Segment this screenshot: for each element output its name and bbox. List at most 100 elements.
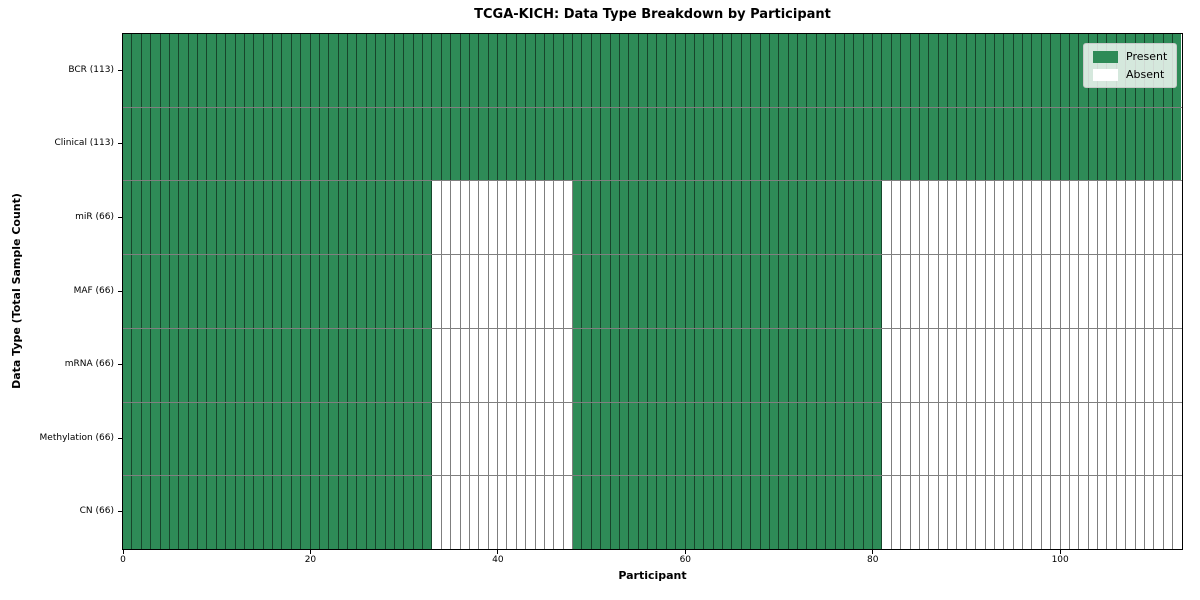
- heatmap-cell-present: [816, 34, 827, 107]
- heatmap-cell-present: [319, 107, 330, 181]
- heatmap-cell-absent: [985, 255, 995, 328]
- heatmap-cell-absent: [901, 328, 911, 402]
- heatmap-cell-absent: [469, 181, 480, 255]
- heatmap-cell-present: [582, 181, 592, 255]
- heatmap-cell-absent: [1051, 255, 1061, 328]
- y-tick-label: mRNA (66): [64, 359, 114, 370]
- heatmap-cell-present: [751, 34, 761, 107]
- heatmap-cell-present: [882, 107, 892, 181]
- heatmap-cell-absent: [507, 328, 517, 402]
- heatmap-cell-present: [160, 328, 170, 402]
- heatmap-cell-present: [826, 476, 836, 550]
- heatmap-cell-present: [226, 402, 236, 476]
- heatmap-cell-present: [741, 476, 752, 550]
- heatmap-cell-present: [760, 181, 770, 255]
- heatmap-cell-absent: [544, 181, 555, 255]
- heatmap-cell-present: [685, 34, 695, 107]
- heatmap-cell-present: [169, 34, 180, 107]
- heatmap-cell-absent: [1107, 402, 1117, 476]
- heatmap-cell-present: [985, 34, 995, 107]
- heatmap-cell-present: [413, 255, 423, 328]
- heatmap-cell-present: [769, 328, 780, 402]
- heatmap-cell-absent: [1107, 181, 1117, 255]
- heatmap-cell-present: [226, 107, 236, 181]
- heatmap-cell-present: [873, 107, 883, 181]
- heatmap-cell-present: [432, 107, 442, 181]
- heatmap-cell-present: [554, 107, 564, 181]
- heatmap-cell-present: [807, 402, 817, 476]
- heatmap-cell-absent: [516, 402, 527, 476]
- heatmap-cell-present: [188, 476, 198, 550]
- heatmap-cell-present: [132, 34, 142, 107]
- heatmap-cell-present: [188, 107, 198, 181]
- heatmap-cell-absent: [498, 255, 508, 328]
- heatmap-cell-absent: [469, 255, 480, 328]
- heatmap-cell-present: [291, 402, 302, 476]
- x-tick-label: 100: [1051, 555, 1069, 565]
- x-tick-label: 0: [120, 555, 126, 565]
- heatmap-cell-present: [666, 34, 677, 107]
- heatmap-cell-present: [573, 255, 583, 328]
- heatmap-cell-present: [573, 402, 583, 476]
- heatmap-cell-present: [760, 476, 770, 550]
- heatmap-cell-absent: [526, 181, 536, 255]
- heatmap-cell-present: [844, 402, 855, 476]
- heatmap-cell-present: [863, 107, 873, 181]
- y-tick-label: BCR (113): [68, 64, 114, 75]
- legend-item: Present: [1093, 50, 1167, 63]
- heatmap-cell-present: [676, 34, 686, 107]
- heatmap-cell-present: [619, 328, 630, 402]
- heatmap-cell-absent: [957, 255, 967, 328]
- y-tick-mark: [118, 69, 122, 71]
- heatmap-cell-present: [835, 34, 845, 107]
- heatmap-cell-present: [1023, 107, 1033, 181]
- heatmap-cell-present: [1069, 34, 1080, 107]
- heatmap-cell-present: [423, 107, 433, 181]
- heatmap-cell-present: [891, 34, 902, 107]
- heatmap-cell-absent: [1088, 181, 1098, 255]
- heatmap-cell-absent: [957, 328, 967, 402]
- heatmap-cell-absent: [554, 476, 564, 550]
- heatmap-cell-present: [591, 402, 602, 476]
- heatmap-cell-absent: [1041, 255, 1052, 328]
- heatmap-cell-absent: [929, 181, 939, 255]
- heatmap-cell-present: [413, 181, 423, 255]
- heatmap-cell-present: [244, 107, 255, 181]
- heatmap-cell-present: [573, 181, 583, 255]
- heatmap-cell-present: [835, 402, 845, 476]
- y-tick-label: Clinical (113): [54, 138, 114, 149]
- heatmap-cell-present: [160, 476, 170, 550]
- heatmap-cell-absent: [1088, 402, 1098, 476]
- heatmap-cell-present: [629, 255, 639, 328]
- heatmap-cell-present: [479, 107, 489, 181]
- y-tick-label: miR (66): [75, 211, 114, 222]
- heatmap-cell-present: [526, 107, 536, 181]
- heatmap-cell-absent: [1135, 476, 1145, 550]
- heatmap-cell-absent: [985, 328, 995, 402]
- heatmap-cell-present: [273, 255, 283, 328]
- heatmap-cell-absent: [976, 181, 986, 255]
- heatmap-cell-absent: [938, 255, 948, 328]
- heatmap-cell-absent: [1013, 328, 1023, 402]
- heatmap-cell-absent: [1023, 255, 1033, 328]
- heatmap-cell-present: [132, 181, 142, 255]
- heatmap-cell-present: [582, 34, 592, 107]
- heatmap-cell-absent: [1107, 328, 1117, 402]
- heatmap-cell-absent: [544, 328, 555, 402]
- heatmap-cell-present: [582, 255, 592, 328]
- heatmap-cell-present: [151, 255, 161, 328]
- heatmap-cell-present: [301, 328, 311, 402]
- heatmap-cell-present: [694, 107, 705, 181]
- heatmap-cell-absent: [1060, 255, 1070, 328]
- heatmap-cell-absent: [1116, 328, 1127, 402]
- heatmap-cell-absent: [1173, 476, 1182, 550]
- heatmap-cell-present: [376, 476, 386, 550]
- heatmap-cell-present: [169, 181, 180, 255]
- heatmap-cell-present: [535, 34, 545, 107]
- heatmap-cell-present: [713, 181, 723, 255]
- heatmap-cell-present: [151, 402, 161, 476]
- heatmap-cell-present: [910, 107, 920, 181]
- heatmap-cell-present: [788, 34, 798, 107]
- heatmap-cell-absent: [441, 328, 452, 402]
- heatmap-cell-absent: [1163, 402, 1173, 476]
